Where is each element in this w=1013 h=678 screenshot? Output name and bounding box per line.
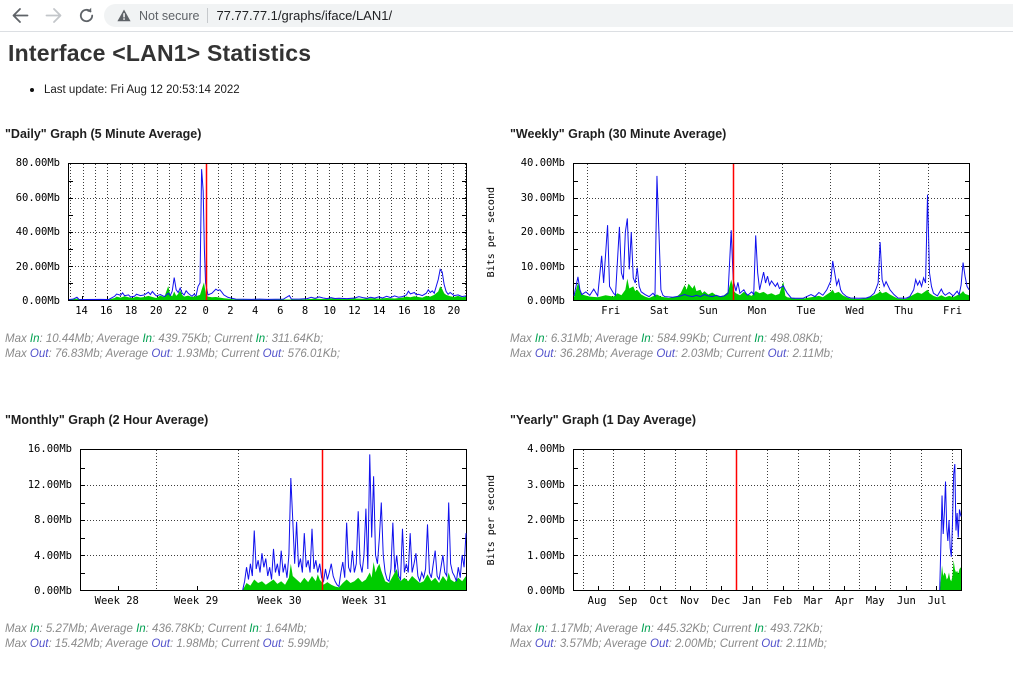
weekly-graph-image: Bits per second 0.00Mb 10.00Mb 20.00Mb 30.0… bbox=[483, 157, 970, 307]
back-button[interactable] bbox=[7, 3, 33, 29]
monthly-graph-stats: Max In: 5.27Mb; Average In: 436.78Kb; Cu… bbox=[5, 622, 467, 652]
browser-toolbar: Not secure 77.77.77.1/graphs/iface/LAN1/ bbox=[0, 0, 1013, 32]
weekly-graph-stats: Max In: 6.31Mb; Average In: 584.99Kb; Cu… bbox=[510, 332, 970, 362]
daily-graph-plot bbox=[68, 163, 467, 301]
monthly-graph-plot bbox=[80, 449, 467, 591]
address-bar-divider bbox=[207, 8, 209, 23]
monthly-graph-section: "Monthly" Graph (2 Hour Average) 0.00Mb 4… bbox=[5, 413, 467, 652]
daily-graph-stats: Max In: 10.44Mb; Average In: 439.75Kb; C… bbox=[5, 332, 467, 362]
reload-button[interactable] bbox=[73, 3, 99, 29]
weekly-graph-section: "Weekly" Graph (30 Minute Average) Bits … bbox=[483, 127, 970, 362]
bullet-icon bbox=[30, 88, 34, 92]
stats-in-line: Max In: 6.31Mb; Average In: 584.99Kb; Cu… bbox=[510, 333, 823, 345]
y-axis-labels: 0.00Mb 4.00Mb 8.00Mb 12.00Mb 16.00Mb bbox=[27, 443, 72, 597]
x-axis-labels: 14 16 18 20 22 0 2 4 6 8 10 12 14 16 18 20 bbox=[75, 305, 461, 317]
page-title: Interface <LAN1> Statistics bbox=[8, 40, 312, 66]
monthly-graph-image: 0.00Mb 4.00Mb 8.00Mb 12.00Mb 16.00Mb bbox=[5, 443, 467, 597]
stats-in-line: Max In: 5.27Mb; Average In: 436.78Kb; Cu… bbox=[5, 623, 307, 635]
address-bar[interactable]: Not secure 77.77.77.1/graphs/iface/LAN1/ bbox=[104, 4, 1013, 27]
forward-button[interactable] bbox=[40, 3, 66, 29]
weekly-graph-title: "Weekly" Graph (30 Minute Average) bbox=[510, 127, 727, 141]
y-axis-title: Bits per second bbox=[485, 474, 497, 566]
monthly-graph-title: "Monthly" Graph (2 Hour Average) bbox=[5, 413, 209, 427]
daily-graph-image: 0.00Mb 20.00Mb 40.00Mb 60.00Mb 80.00Mb bbox=[5, 157, 467, 307]
daily-graph-section: "Daily" Graph (5 Minute Average) 0.00Mb 2… bbox=[5, 127, 467, 362]
yearly-graph-image: Bits per second 0.00Mb 1.00Mb 2.00Mb 3.00Mb… bbox=[483, 443, 962, 597]
stats-out-line: Max Out: 36.28Mb; Average Out: 2.03Mb; C… bbox=[510, 348, 834, 360]
daily-graph-title: "Daily" Graph (5 Minute Average) bbox=[5, 127, 202, 141]
url-text: 77.77.77.1/graphs/iface/LAN1/ bbox=[216, 8, 393, 23]
back-arrow-icon bbox=[12, 8, 28, 23]
yearly-graph-stats: Max In: 1.17Mb; Average In: 445.32Kb; Cu… bbox=[510, 622, 962, 652]
forward-arrow-icon bbox=[45, 8, 61, 23]
weekly-graph-plot bbox=[573, 163, 970, 301]
stats-in-line: Max In: 1.17Mb; Average In: 445.32Kb; Cu… bbox=[510, 623, 823, 635]
stats-out-line: Max Out: 3.57Mb; Average Out: 2.00Mb; Cu… bbox=[510, 638, 827, 650]
not-secure-warning-icon bbox=[117, 9, 131, 22]
yearly-graph-title: "Yearly" Graph (1 Day Average) bbox=[510, 413, 697, 427]
stats-out-line: Max Out: 76.83Mb; Average Out: 1.93Mb; C… bbox=[5, 348, 341, 360]
x-axis-labels: Aug Sep Oct Nov Dec Jan Feb Mar Apr May Jun Jul bbox=[587, 595, 947, 607]
y-axis-labels: 0.00Mb 10.00Mb 20.00Mb 30.00Mb 40.00Mb bbox=[520, 157, 565, 307]
security-status-label: Not secure bbox=[139, 8, 200, 23]
y-axis-labels: 0.00Mb 1.00Mb 2.00Mb 3.00Mb 4.00Mb bbox=[527, 443, 565, 597]
last-update-item: Last update: Fri Aug 12 20:53:14 2022 bbox=[30, 84, 240, 96]
x-axis-labels: Week 28 Week 29 Week 30 Week 31 bbox=[94, 595, 387, 607]
y-axis-labels: 0.00Mb 20.00Mb 40.00Mb 60.00Mb 80.00Mb bbox=[15, 157, 60, 307]
x-axis-labels: Fri Sat Sun Mon Tue Wed Thu Fri bbox=[601, 305, 963, 317]
yearly-graph-plot bbox=[573, 449, 962, 591]
stats-in-line: Max In: 10.44Mb; Average In: 439.75Kb; C… bbox=[5, 333, 324, 345]
yearly-graph-section: "Yearly" Graph (1 Day Average) Bits per … bbox=[483, 413, 962, 652]
stats-out-line: Max Out: 15.42Mb; Average Out: 1.98Mb; C… bbox=[5, 638, 330, 650]
reload-icon bbox=[79, 7, 93, 23]
last-update-text: Last update: Fri Aug 12 20:53:14 2022 bbox=[44, 84, 240, 96]
y-axis-title: Bits per second bbox=[485, 186, 497, 278]
